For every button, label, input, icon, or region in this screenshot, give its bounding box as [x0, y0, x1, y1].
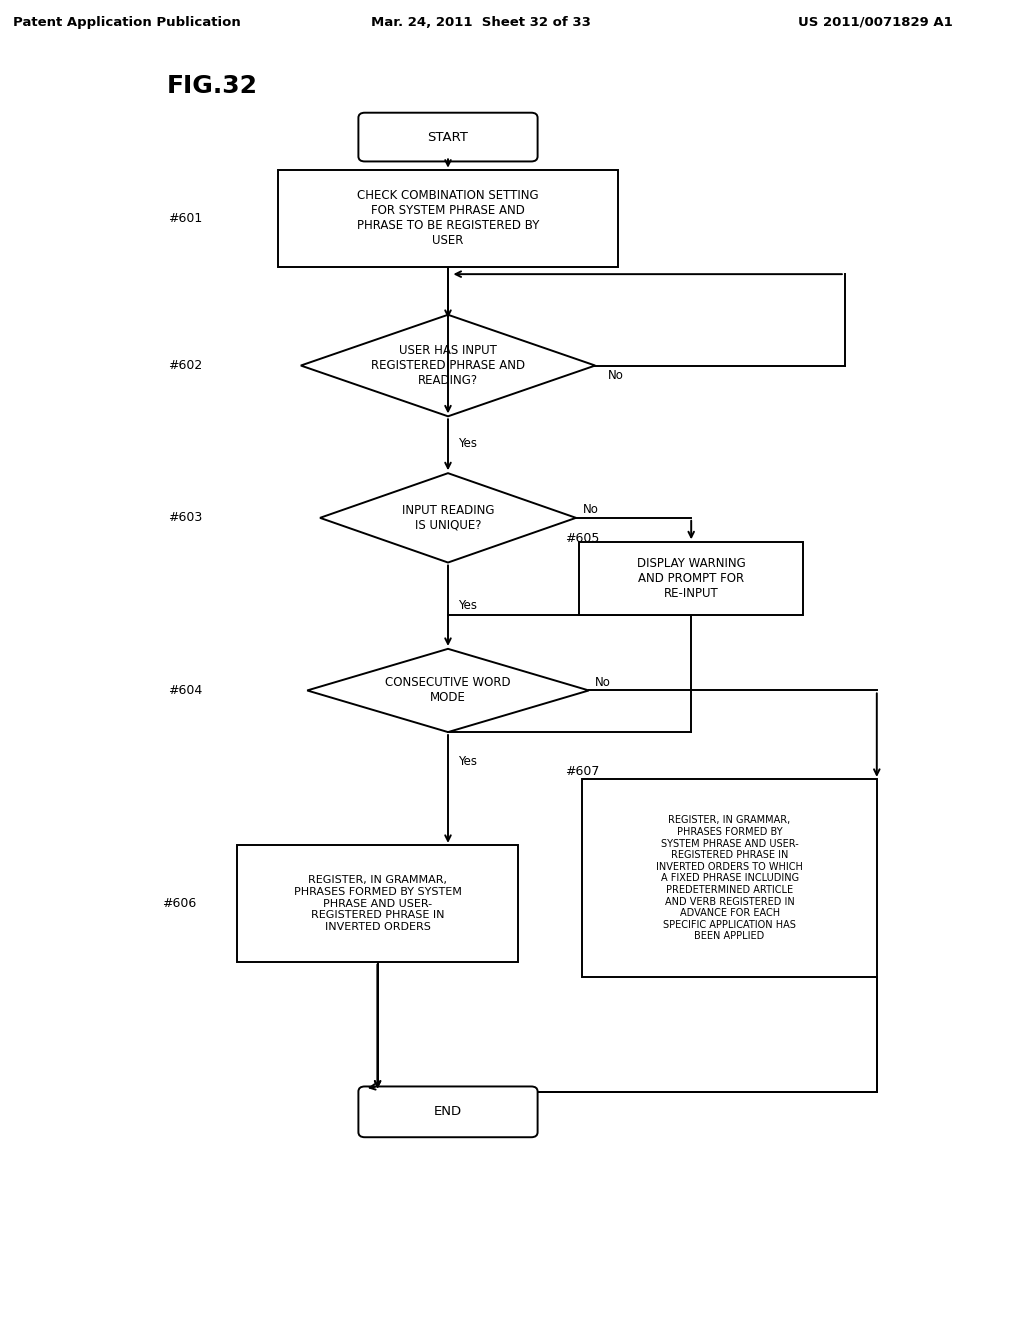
Text: No: No	[608, 370, 624, 383]
Text: Patent Application Publication: Patent Application Publication	[12, 16, 241, 29]
Text: #606: #606	[162, 898, 197, 911]
Polygon shape	[301, 314, 595, 416]
Polygon shape	[307, 649, 589, 733]
Polygon shape	[319, 473, 575, 562]
FancyBboxPatch shape	[358, 112, 538, 161]
Text: Mar. 24, 2011  Sheet 32 of 33: Mar. 24, 2011 Sheet 32 of 33	[372, 16, 591, 29]
Text: DISPLAY WARNING
AND PROMPT FOR
RE-INPUT: DISPLAY WARNING AND PROMPT FOR RE-INPUT	[637, 557, 745, 601]
Text: No: No	[595, 676, 611, 689]
Bar	[580, 543, 803, 615]
Text: INPUT READING
IS UNIQUE?: INPUT READING IS UNIQUE?	[401, 504, 495, 532]
Text: #605: #605	[565, 532, 600, 545]
Text: Yes: Yes	[459, 437, 477, 450]
Text: START: START	[428, 131, 468, 144]
Bar	[237, 845, 518, 962]
Text: #607: #607	[565, 766, 600, 779]
Text: CONSECUTIVE WORD
MODE: CONSECUTIVE WORD MODE	[385, 676, 511, 705]
Text: CHECK COMBINATION SETTING
FOR SYSTEM PHRASE AND
PHRASE TO BE REGISTERED BY
USER: CHECK COMBINATION SETTING FOR SYSTEM PHR…	[356, 189, 540, 247]
Text: #604: #604	[169, 684, 203, 697]
Text: USER HAS INPUT
REGISTERED PHRASE AND
READING?: USER HAS INPUT REGISTERED PHRASE AND REA…	[371, 345, 525, 387]
Bar	[279, 170, 617, 267]
Text: #601: #601	[169, 211, 203, 224]
Text: US 2011/0071829 A1: US 2011/0071829 A1	[798, 16, 952, 29]
FancyBboxPatch shape	[358, 1086, 538, 1138]
Text: FIG.32: FIG.32	[166, 74, 257, 98]
Text: REGISTER, IN GRAMMAR,
PHRASES FORMED BY
SYSTEM PHRASE AND USER-
REGISTERED PHRAS: REGISTER, IN GRAMMAR, PHRASES FORMED BY …	[656, 816, 803, 941]
Text: END: END	[434, 1105, 462, 1118]
Text: #603: #603	[169, 511, 203, 524]
Text: #602: #602	[169, 359, 203, 372]
Text: Yes: Yes	[459, 755, 477, 768]
Text: No: No	[583, 503, 598, 516]
Text: Yes: Yes	[459, 599, 477, 611]
Text: REGISTER, IN GRAMMAR,
PHRASES FORMED BY SYSTEM
PHRASE AND USER-
REGISTERED PHRAS: REGISTER, IN GRAMMAR, PHRASES FORMED BY …	[294, 875, 462, 932]
Bar	[583, 779, 877, 977]
